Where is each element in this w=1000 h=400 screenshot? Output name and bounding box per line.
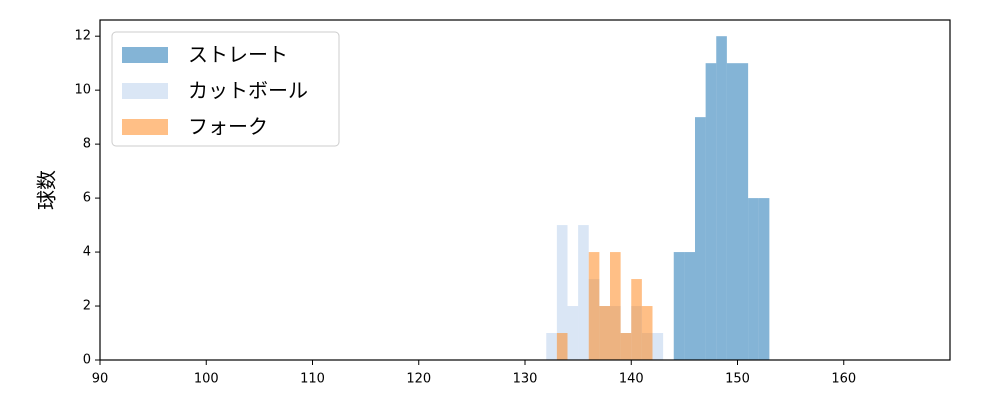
- y-axis-label: 球数: [35, 170, 59, 210]
- y-tick-label: 6: [83, 191, 91, 206]
- bar: [716, 36, 727, 360]
- x-tick-label: 160: [831, 372, 856, 387]
- x-tick-label: 150: [725, 372, 750, 387]
- bar: [578, 225, 589, 360]
- bar: [556, 225, 568, 360]
- bar: [652, 333, 664, 360]
- x-tick-label: 110: [300, 372, 325, 387]
- x-tick-label: 140: [619, 372, 644, 387]
- legend-swatch: [122, 47, 168, 63]
- bar: [631, 279, 642, 360]
- bar: [695, 117, 706, 361]
- legend-label: フォーク: [188, 115, 268, 139]
- bar: [684, 252, 695, 360]
- bar: [748, 198, 759, 360]
- bar: [641, 306, 653, 360]
- bar: [610, 252, 621, 360]
- y-tick-label: 2: [83, 299, 91, 314]
- y-tick-label: 0: [83, 353, 91, 368]
- y-tick-label: 12: [74, 29, 91, 44]
- y-tick-label: 10: [74, 83, 91, 98]
- bar: [726, 63, 738, 361]
- x-tick-label: 90: [92, 372, 109, 387]
- bar: [556, 333, 568, 360]
- legend-swatch: [122, 119, 168, 135]
- bar: [588, 252, 600, 360]
- bar: [673, 252, 685, 360]
- y-tick-label: 8: [83, 137, 91, 152]
- bar: [599, 306, 610, 360]
- bar: [567, 306, 579, 360]
- legend-label: ストレート: [188, 43, 288, 67]
- bar: [737, 63, 749, 361]
- legend-label: カットボール: [188, 79, 308, 103]
- bar: [620, 333, 632, 360]
- bar: [758, 198, 770, 360]
- bar: [705, 63, 717, 361]
- y-tick-label: 4: [83, 245, 91, 260]
- x-tick-label: 100: [194, 372, 219, 387]
- bar: [546, 333, 557, 360]
- legend-box: [111, 31, 340, 147]
- x-tick-label: 130: [513, 372, 538, 387]
- legend-swatch: [122, 83, 168, 99]
- x-tick-label: 120: [406, 372, 431, 387]
